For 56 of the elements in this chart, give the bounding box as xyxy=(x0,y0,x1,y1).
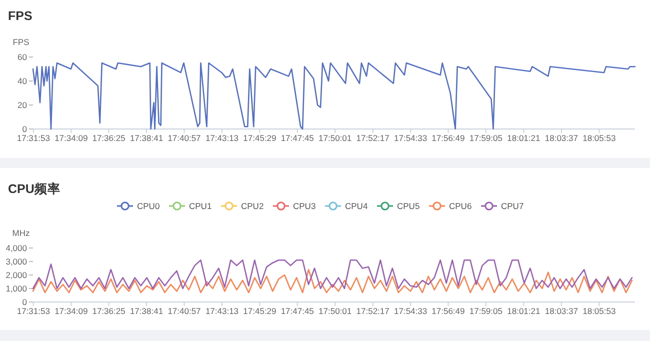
legend-label: CPU4 xyxy=(345,201,368,211)
x-tick-label: 17:45:29 xyxy=(243,133,277,143)
x-tick-label: 17:38:41 xyxy=(130,133,164,143)
y-axis-title: FPS xyxy=(12,37,30,47)
x-tick-label: 17:31:53 xyxy=(16,133,50,143)
y-tick-label: 4,000 xyxy=(6,243,28,253)
x-tick-label: 18:05:53 xyxy=(582,306,616,316)
x-tick-label: 17:40:57 xyxy=(168,133,202,143)
x-tick-label: 17:38:41 xyxy=(130,306,164,316)
x-tick-label: 17:47:45 xyxy=(280,133,314,143)
y-tick-label: 3,000 xyxy=(6,256,28,266)
x-tick-label: 18:03:37 xyxy=(544,306,578,316)
x-tick-label: 17:59:05 xyxy=(469,306,503,316)
x-tick-label: 18:01:21 xyxy=(507,133,540,143)
x-tick-label: 17:59:05 xyxy=(469,133,503,143)
legend-label: CPU3 xyxy=(293,201,316,211)
x-tick-label: 17:52:17 xyxy=(356,133,390,143)
y-tick-label: 1,000 xyxy=(6,284,28,294)
legend-label: CPU1 xyxy=(189,201,212,211)
x-tick-label: 17:56:49 xyxy=(432,306,466,316)
line-series xyxy=(32,268,633,294)
x-tick-label: 17:34:09 xyxy=(54,306,88,316)
y-axis-title: MHz xyxy=(12,228,30,238)
x-tick-label: 17:36:25 xyxy=(92,133,126,143)
legend-label: CPU7 xyxy=(501,201,524,211)
y-tick-label: 20 xyxy=(18,100,28,110)
x-tick-label: 17:40:57 xyxy=(168,306,202,316)
x-tick-label: 17:50:01 xyxy=(318,306,352,316)
legend-label: CPU0 xyxy=(137,201,160,211)
y-tick-label: 0 xyxy=(22,297,28,307)
x-tick-label: 17:43:13 xyxy=(205,306,239,316)
x-tick-label: 18:03:37 xyxy=(544,133,578,143)
x-tick-label: 17:31:53 xyxy=(16,306,50,316)
chart-title: FPS xyxy=(8,9,32,23)
y-tick-label: 40 xyxy=(18,76,28,86)
x-tick-label: 17:52:17 xyxy=(356,306,390,316)
x-tick-label: 17:43:13 xyxy=(205,133,239,143)
x-tick-label: 17:54:33 xyxy=(394,133,428,143)
x-tick-label: 17:56:49 xyxy=(432,133,466,143)
y-tick-label: 2,000 xyxy=(6,270,28,280)
x-tick-label: 17:47:45 xyxy=(280,306,314,316)
line-series xyxy=(32,260,633,290)
x-tick-label: 17:45:29 xyxy=(243,306,277,316)
x-tick-label: 18:01:21 xyxy=(507,306,540,316)
chart-title: CPU频率 xyxy=(8,181,60,196)
line-series xyxy=(32,62,636,130)
legend-label: CPU6 xyxy=(449,201,472,211)
legend-label: CPU2 xyxy=(241,201,264,211)
y-tick-label: 60 xyxy=(18,52,28,62)
x-tick-label: 17:50:01 xyxy=(318,133,352,143)
x-tick-label: 18:05:53 xyxy=(582,133,616,143)
y-tick-label: 0 xyxy=(22,124,28,134)
x-tick-label: 17:54:33 xyxy=(394,306,428,316)
x-tick-label: 17:36:25 xyxy=(92,306,126,316)
legend-label: CPU5 xyxy=(397,201,420,211)
x-tick-label: 17:34:09 xyxy=(54,133,88,143)
